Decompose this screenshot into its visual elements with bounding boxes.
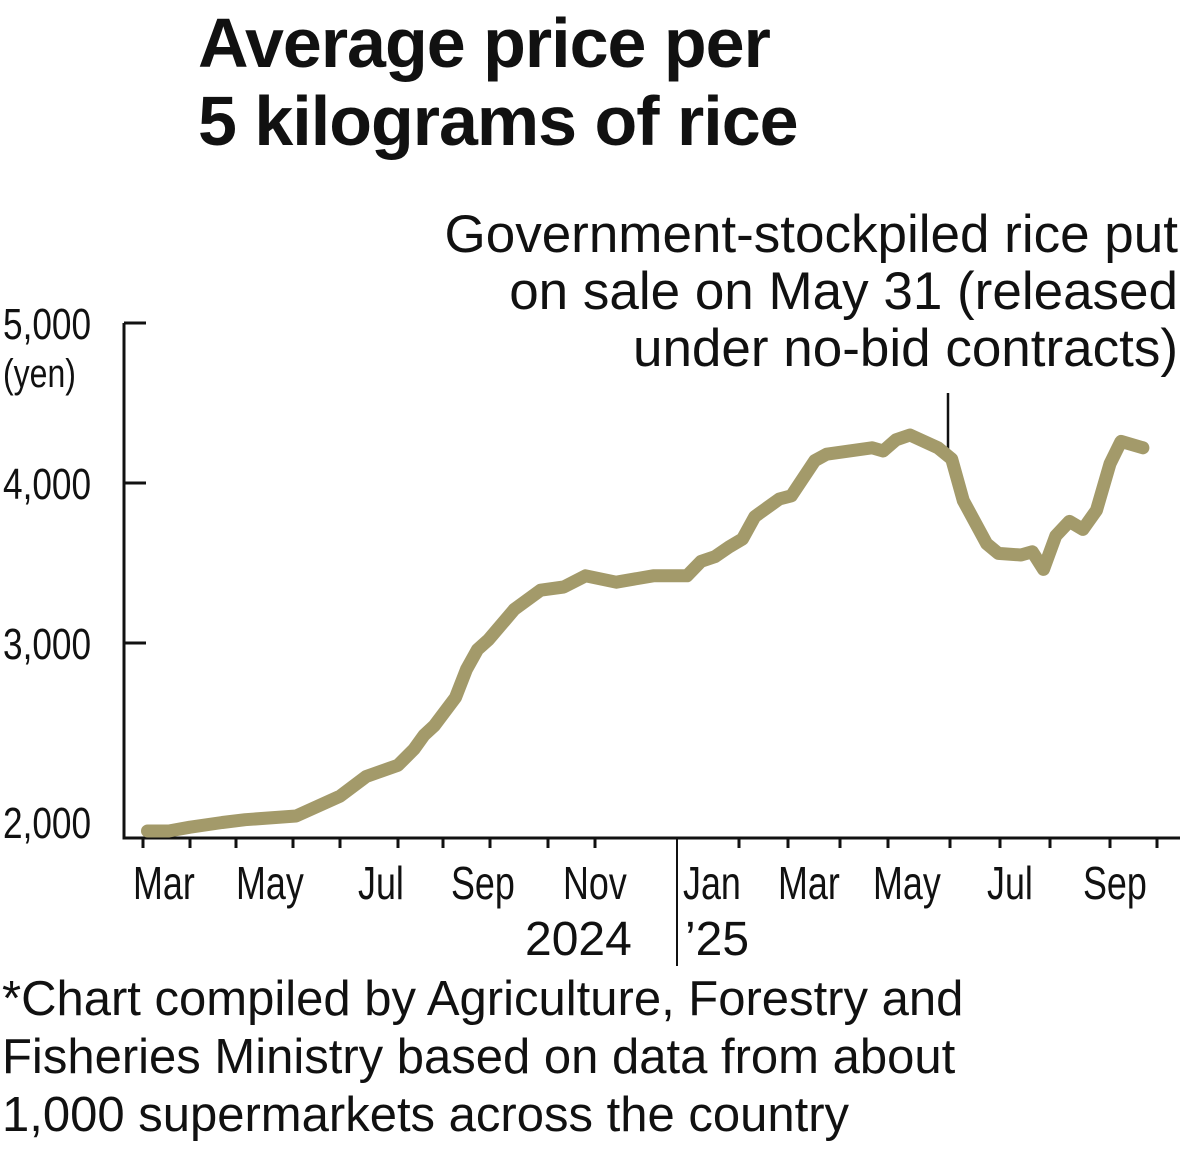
x-tick-label-mar-2025: Mar: [778, 857, 840, 909]
x-tick-label-jan-2025: Jan: [683, 857, 741, 909]
y-tick-label-5000: 5,000: [3, 300, 92, 349]
chart-title: Average price per 5 kilograms of rice: [198, 4, 799, 160]
x-tick-label-sep-2024: Sep: [451, 857, 515, 909]
year-label-2025: ’25: [685, 913, 750, 966]
y-tick-label-4000: 4,000: [3, 460, 92, 509]
annotation-line-1: Government-stockpiled rice put: [444, 205, 1179, 264]
y-tick-label-3000: 3,000: [3, 620, 92, 669]
y-axis-unit-label: (yen): [3, 352, 76, 396]
x-tick-label-sep-2025: Sep: [1083, 857, 1147, 909]
chart-title-line-1: Average price per: [198, 4, 771, 82]
x-tick-label-jul-2025: Jul: [987, 857, 1033, 909]
footnote-line-3: 1,000 supermarkets across the country: [2, 1088, 850, 1142]
price-line: [141, 428, 1150, 838]
x-tick-label-may-2024: May: [236, 857, 304, 909]
footnote: *Chart compiled by Agriculture, Forestry…: [2, 970, 1197, 1144]
annotation-text: Government-stockpiled rice put on sale o…: [218, 205, 1179, 378]
annotation-line-2: on sale on May 31 (released: [509, 262, 1178, 321]
annotation-line-3: under no-bid contracts): [632, 319, 1178, 378]
x-tick-label-nov-2024: Nov: [563, 857, 627, 909]
x-tick-label-mar-2024: Mar: [133, 857, 195, 909]
footnote-line-2: Fisheries Ministry based on data from ab…: [2, 1030, 956, 1084]
chart-title-line-2: 5 kilograms of rice: [198, 82, 799, 160]
footnote-line-1: *Chart compiled by Agriculture, Forestry…: [2, 972, 964, 1026]
y-tick-label-2000: 2,000: [3, 799, 92, 848]
x-tick-label-jul-2024: Jul: [358, 857, 404, 909]
year-label-2024: 2024: [525, 913, 632, 966]
x-tick-label-may-2025: May: [873, 857, 941, 909]
